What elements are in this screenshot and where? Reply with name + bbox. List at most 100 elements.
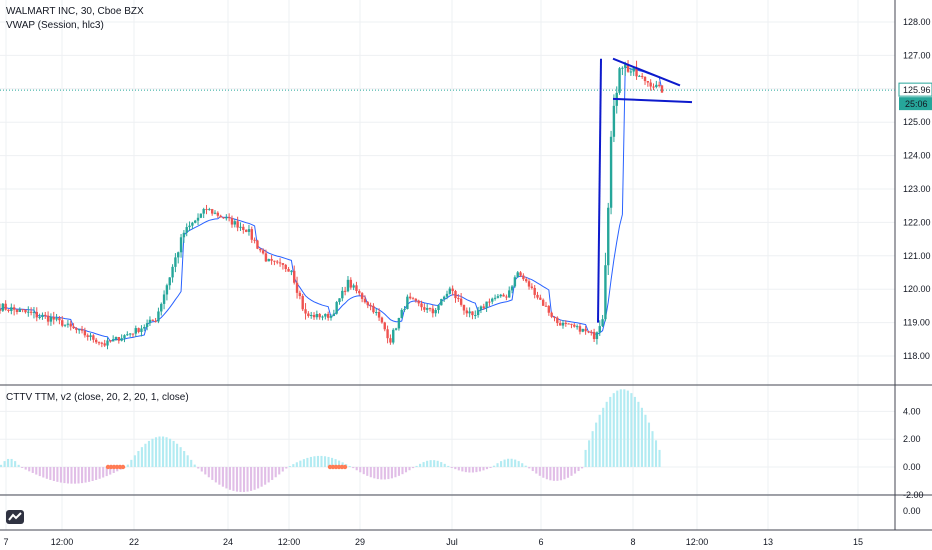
histogram-bar — [225, 467, 228, 489]
histogram-bar — [102, 467, 105, 478]
histogram-bar — [556, 467, 559, 481]
candle-body — [247, 229, 251, 232]
histogram-bar — [440, 462, 443, 467]
candle-body — [640, 75, 644, 77]
candle-body — [123, 335, 126, 339]
candle-body — [409, 296, 412, 299]
candle-body — [652, 86, 655, 88]
candle-body — [471, 311, 474, 316]
candle-body — [227, 217, 231, 219]
candle-body — [352, 285, 355, 288]
candle-body — [360, 293, 364, 299]
histogram-bar — [514, 459, 517, 467]
price-tick-label: 119.00 — [903, 318, 930, 328]
chart-title[interactable]: WALMART INC, 30, Cboe BZX — [6, 6, 144, 17]
histogram-bar — [644, 414, 647, 467]
osc-tick-label: -2.00 — [903, 490, 924, 500]
histogram-bar — [577, 467, 580, 472]
candle-body — [550, 312, 553, 317]
candle-body — [346, 279, 350, 292]
histogram-bar — [408, 467, 411, 471]
candle-body — [496, 296, 500, 298]
candle-body — [403, 308, 406, 310]
candle-body — [604, 265, 607, 320]
histogram-bar — [496, 463, 499, 467]
histogram-bar — [331, 457, 334, 467]
candle-body — [117, 337, 121, 341]
candle-body — [581, 328, 584, 332]
histogram-bar — [70, 467, 73, 484]
histogram-bar — [461, 467, 464, 472]
histogram-bar — [0, 464, 3, 467]
candle-body — [479, 306, 483, 311]
candle-body — [287, 268, 290, 272]
vwap-legend[interactable]: VWAP (Session, hlc3) — [6, 20, 104, 31]
candle-body — [544, 305, 548, 307]
candle-body — [109, 340, 112, 342]
histogram-bar — [411, 467, 415, 469]
histogram-bar — [91, 467, 94, 481]
histogram-bar — [186, 455, 189, 467]
tradingview-logo-icon[interactable] — [6, 510, 24, 524]
candle-body — [366, 302, 369, 306]
candle-body — [491, 298, 494, 302]
histogram-bar — [619, 389, 622, 467]
candle-body — [375, 312, 378, 314]
histogram-bar — [352, 467, 355, 469]
histogram-bar — [250, 467, 253, 491]
candle-body — [168, 277, 171, 286]
candle-body — [575, 326, 579, 328]
bottom-tick-label: 0.00 — [903, 506, 921, 516]
histogram-bar — [528, 467, 531, 469]
time-axis[interactable]: 7 12:00 22 24 12:00 29 Jul 6 8 12:00 13 15 — [3, 537, 863, 547]
histogram-bar — [415, 465, 418, 467]
histogram-bar — [545, 467, 548, 480]
candle-body — [556, 317, 559, 324]
candle-body — [476, 310, 480, 316]
histogram-bar — [338, 460, 341, 467]
histogram-bar — [566, 467, 570, 478]
candle-body — [12, 307, 16, 310]
price-axis[interactable]: 118.00 119.00 120.00 121.00 122.00 123.00 124.… — [903, 17, 931, 516]
histogram-bar — [531, 467, 534, 472]
indicator-legend[interactable]: CTTV TTM, v2 (close, 20, 2, 20, 1, close… — [6, 392, 189, 403]
histogram-bar — [327, 456, 330, 467]
candle-body — [100, 342, 104, 344]
histogram-bar — [419, 463, 422, 467]
candle-body — [18, 309, 22, 313]
candle-body — [587, 331, 590, 333]
vwap-polyline — [0, 66, 663, 343]
candle-body — [177, 252, 180, 258]
histogram-bar — [658, 449, 661, 467]
candle-body — [157, 311, 160, 322]
candle-body — [624, 64, 627, 68]
candle-body — [609, 136, 613, 208]
histogram-bar — [397, 467, 401, 476]
price-tick-label: 125.00 — [903, 117, 931, 127]
price-tick-label: 121.00 — [903, 251, 931, 261]
time-tick-label: 22 — [129, 537, 139, 547]
candle-body — [454, 290, 457, 299]
candle-body — [4, 303, 7, 310]
histogram-bar — [309, 456, 312, 467]
histogram-bar — [130, 459, 133, 467]
histogram-bar — [197, 467, 200, 469]
candle-body — [428, 308, 432, 310]
candle-body — [643, 76, 647, 82]
candle-body — [202, 209, 205, 214]
histogram-bar — [647, 422, 651, 467]
candle-body — [307, 313, 310, 316]
candle-body — [358, 290, 361, 294]
trendline-drawings[interactable] — [597, 57, 693, 323]
histogram-bar — [144, 443, 147, 467]
histogram-bar — [28, 467, 31, 472]
candle-body — [216, 212, 220, 216]
histogram-bar — [573, 467, 577, 474]
candle-body — [321, 316, 324, 318]
candle-body — [199, 213, 203, 218]
candle-body — [208, 209, 211, 211]
histogram-bar — [88, 467, 91, 482]
histogram-bar — [612, 393, 615, 467]
candle-body — [120, 338, 123, 341]
